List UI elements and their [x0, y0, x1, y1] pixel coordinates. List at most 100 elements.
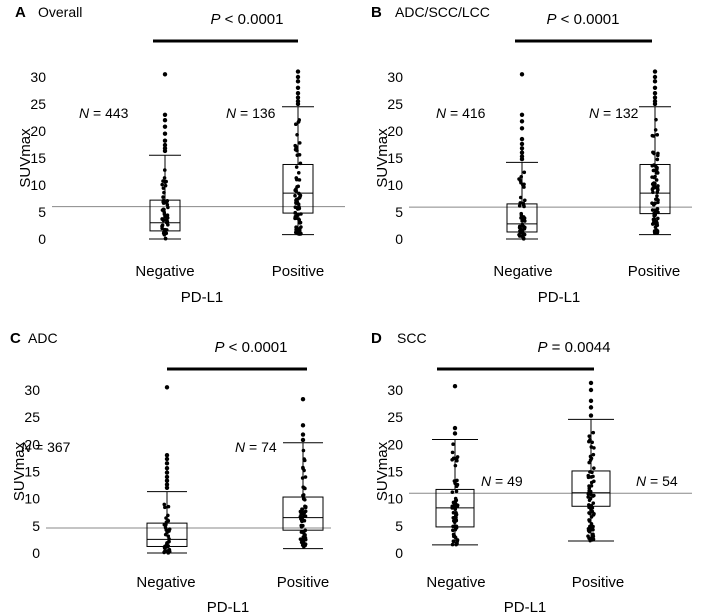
panel-title: Overall: [38, 4, 82, 20]
n-symbol: N: [589, 105, 600, 121]
data-point: [163, 180, 167, 184]
data-point: [590, 538, 595, 542]
data-point: [302, 497, 307, 502]
data-point: [589, 456, 594, 461]
data-point: [166, 551, 171, 555]
data-point: [299, 525, 304, 529]
data-point: [450, 450, 455, 455]
data-point: [653, 212, 657, 216]
data-point: [591, 430, 596, 435]
n-label: N = 443: [79, 105, 129, 121]
panel-letter: B: [371, 4, 382, 21]
y-tick-label: 5: [32, 518, 40, 534]
y-tick-label: 15: [387, 464, 403, 480]
y-tick-label: 20: [30, 123, 46, 139]
data-point: [166, 513, 170, 518]
data-point: [297, 178, 302, 182]
y-tick-label: 10: [387, 177, 403, 193]
data-point: [162, 522, 167, 527]
data-point: [300, 476, 305, 480]
data-point: [587, 536, 591, 541]
data-point: [160, 182, 165, 187]
x-category-label: Positive: [628, 263, 681, 280]
data-point: [296, 170, 301, 175]
y-tick-label: 0: [32, 545, 40, 561]
data-point: [655, 223, 660, 228]
data-point: [302, 542, 307, 547]
data-point: [162, 545, 167, 550]
data-point: [455, 478, 459, 483]
y-tick-label: 15: [387, 150, 403, 166]
data-point: [656, 210, 660, 215]
outlier-point: [162, 72, 168, 77]
data-point: [454, 489, 459, 494]
x-category-label: Positive: [272, 263, 325, 280]
outlier-point: [162, 112, 168, 118]
data-point: [165, 219, 170, 224]
data-point: [302, 518, 307, 523]
data-point: [163, 505, 167, 510]
y-tick-label: 15: [24, 464, 40, 480]
outlier-point: [295, 74, 301, 80]
data-point: [523, 225, 527, 230]
n-value: = 54: [646, 473, 678, 489]
data-point: [655, 197, 659, 201]
y-tick-label: 0: [38, 231, 46, 247]
data-point: [161, 201, 166, 205]
data-point: [294, 176, 299, 180]
outlier-point: [295, 99, 301, 104]
n-label: N = 132: [589, 105, 639, 121]
data-point: [587, 489, 591, 493]
data-point: [655, 229, 660, 233]
data-point: [590, 470, 594, 475]
data-point: [298, 161, 303, 166]
data-point: [166, 518, 170, 523]
outlier-point: [588, 398, 594, 404]
data-point: [586, 528, 591, 532]
p-symbol: P: [215, 339, 225, 356]
data-point: [522, 204, 526, 209]
n-value: = 74: [245, 439, 277, 455]
data-point: [164, 200, 169, 205]
p-value-label: P < 0.0001: [547, 11, 620, 28]
data-point: [162, 232, 167, 237]
data-point: [296, 120, 301, 124]
outlier-point: [519, 154, 525, 159]
outlier-point: [519, 112, 525, 118]
n-symbol: N: [436, 105, 447, 121]
y-tick-label: 10: [30, 177, 46, 193]
y-tick-label: 30: [30, 69, 46, 85]
data-point: [653, 128, 658, 132]
n-symbol: N: [636, 473, 647, 489]
data-point: [301, 485, 305, 490]
data-point: [517, 232, 521, 237]
n-symbol: N: [235, 439, 246, 455]
data-point: [163, 532, 168, 537]
p-value-text: < 0.0001: [557, 11, 620, 28]
outlier-point: [295, 91, 301, 96]
data-point: [591, 474, 595, 479]
data-point: [163, 183, 168, 188]
data-point: [520, 234, 524, 238]
n-symbol: N: [481, 473, 492, 489]
data-point: [294, 198, 298, 203]
data-point: [166, 222, 170, 227]
data-point: [162, 190, 166, 195]
data-point: [520, 219, 524, 223]
y-axis-label: SUVmax: [17, 128, 34, 188]
outlier-point: [300, 397, 306, 402]
data-point: [451, 539, 456, 544]
box-negative: [146, 385, 188, 555]
data-point: [302, 457, 306, 461]
data-point: [650, 163, 655, 168]
data-point: [655, 194, 659, 198]
data-point: [161, 217, 166, 222]
data-point: [453, 463, 458, 468]
x-category-label: Negative: [426, 574, 485, 591]
outlier-point: [295, 79, 301, 84]
data-point: [521, 201, 526, 206]
data-point: [454, 484, 459, 489]
outlier-point: [164, 453, 170, 458]
data-point: [654, 178, 659, 182]
data-point: [296, 217, 301, 221]
